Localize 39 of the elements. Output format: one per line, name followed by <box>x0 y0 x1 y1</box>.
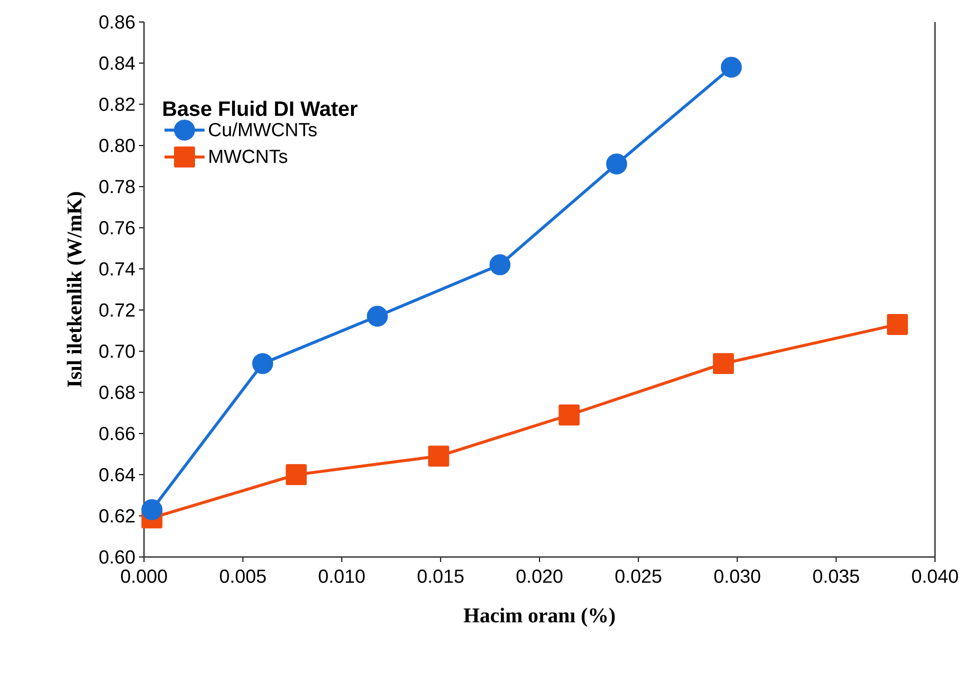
legend-label: MWCNTs <box>210 150 288 164</box>
y-tick-label: 0.84 <box>99 56 135 70</box>
point <box>886 314 908 335</box>
y-tick-label: 0.64 <box>99 468 135 482</box>
point <box>141 499 162 520</box>
y-tick-label: 0.82 <box>99 98 135 111</box>
y-tick-label: 0.62 <box>99 509 135 523</box>
point <box>720 56 742 78</box>
y-tick-label: 0.68 <box>99 386 135 400</box>
y-tick-label: 0.76 <box>99 221 135 234</box>
point <box>558 404 580 426</box>
x-tick-label: 0.015 <box>418 570 464 583</box>
point <box>366 306 388 327</box>
y-tick-label: 0.72 <box>99 303 135 317</box>
legend-label: Cu/MWCNTs <box>208 122 317 136</box>
point <box>286 464 307 486</box>
y-axis-title: Isıl iletkenlik (W/mK) <box>66 192 86 387</box>
y-tick-label: 0.60 <box>99 550 135 564</box>
y-tick-label: 0.86 <box>99 15 135 29</box>
x-tick-label: 0.000 <box>121 570 167 583</box>
point <box>712 353 734 374</box>
point <box>606 153 628 174</box>
x-tick-label: 0.005 <box>220 570 266 583</box>
y-tick-label: 0.80 <box>99 138 135 152</box>
x-tick-label: 0.025 <box>615 570 662 583</box>
x-tick-label: 0.010 <box>318 570 365 583</box>
legend-title: Base Fluid DI Water <box>163 100 358 116</box>
x-tick-label: 0.035 <box>813 570 860 583</box>
y-tick-label: 0.66 <box>99 426 135 440</box>
y-tick-label: 0.74 <box>99 262 135 276</box>
point <box>252 353 274 374</box>
x-tick-label: 0.030 <box>714 570 760 583</box>
y-tick-label: 0.78 <box>99 180 135 194</box>
y-tick-label: 0.70 <box>99 344 135 358</box>
x-tick-label: 0.020 <box>516 570 562 583</box>
point <box>489 254 510 276</box>
x-axis-title: Hacim oranı (%) <box>464 608 615 627</box>
x-tick-label: 0.040 <box>912 570 958 583</box>
point <box>428 446 450 467</box>
